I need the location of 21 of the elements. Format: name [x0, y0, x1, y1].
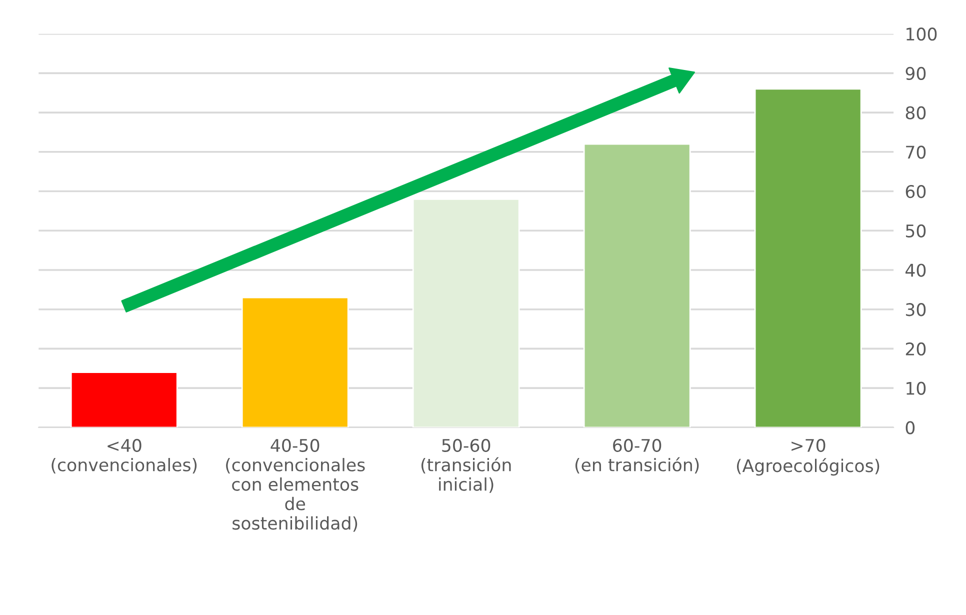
bar: [583, 143, 691, 428]
y-tick-label: 20: [906, 342, 926, 356]
bar: [241, 296, 349, 428]
y-tick-label: 80: [906, 106, 926, 120]
y-tick-label: 70: [906, 146, 926, 159]
y-tick-label: 90: [906, 66, 926, 80]
y-tick-label: 30: [906, 303, 926, 316]
y-tick-label: 10: [906, 382, 926, 395]
x-tick-label: <40 (convencionales): [52, 438, 197, 474]
y-tick-label: 40: [906, 264, 926, 277]
x-tick-label: >70 (Agroecológicos): [736, 438, 880, 476]
y-tick-label: 0: [906, 421, 915, 434]
x-tick-label: 60-70 (en transición): [575, 438, 699, 474]
x-tick-label: 50-60 (transición inicial): [421, 438, 511, 493]
x-tick-label: 40-50 (convencionales con elementos de sostenibilidad): [226, 438, 365, 532]
bar: [412, 198, 520, 428]
bar: [70, 372, 178, 428]
y-tick-label: 60: [906, 184, 926, 198]
bar: [754, 88, 862, 428]
y-tick-label: 50: [906, 224, 926, 238]
y-tick-label: 100: [906, 28, 937, 41]
